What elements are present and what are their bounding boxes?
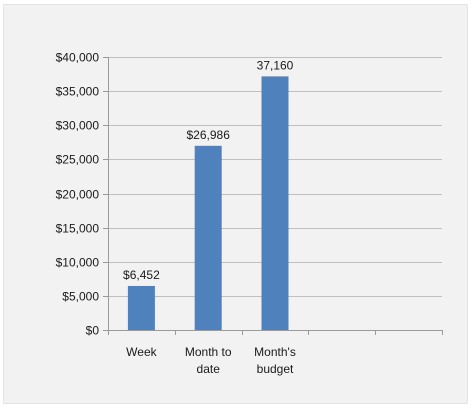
y-axis-tick-labels: $0 $5,000 $10,000 $15,000 $20,000 $25,000 $30,…	[56, 51, 100, 338]
y-tick-label: $25,000	[56, 153, 100, 167]
y-tick-label: $40,000	[56, 51, 100, 65]
x-category-label: Week	[126, 345, 157, 359]
x-category-label-line: budget	[257, 362, 294, 376]
x-category-label-line: date	[197, 362, 221, 376]
bar	[194, 145, 222, 330]
x-axis-category-labels: Week Month to date Month's budget	[126, 345, 296, 376]
x-category-label: Month's budget	[254, 345, 296, 376]
y-tick-label: $0	[86, 324, 100, 338]
y-tick-label: $5,000	[62, 290, 99, 304]
x-category-label-line: Week	[126, 345, 157, 359]
data-label: 37,160	[257, 58, 294, 72]
data-labels: $6,452 $26,986 37,160	[123, 58, 294, 282]
data-label: $6,452	[123, 268, 160, 282]
bars	[127, 76, 289, 331]
bar	[261, 76, 289, 331]
y-tick-label: $35,000	[56, 85, 100, 99]
y-tick-label: $20,000	[56, 188, 100, 202]
y-tick-label: $15,000	[56, 222, 100, 236]
y-tick-label: $10,000	[56, 256, 100, 270]
bar	[127, 285, 155, 330]
x-category-label: Month to date	[185, 345, 232, 376]
x-axis	[103, 57, 443, 335]
y-tick-label: $30,000	[56, 119, 100, 133]
chart-area	[3, 4, 468, 404]
x-category-label-line: Month to	[185, 345, 232, 359]
data-label: $26,986	[187, 128, 231, 142]
x-category-label-line: Month's	[254, 345, 296, 359]
